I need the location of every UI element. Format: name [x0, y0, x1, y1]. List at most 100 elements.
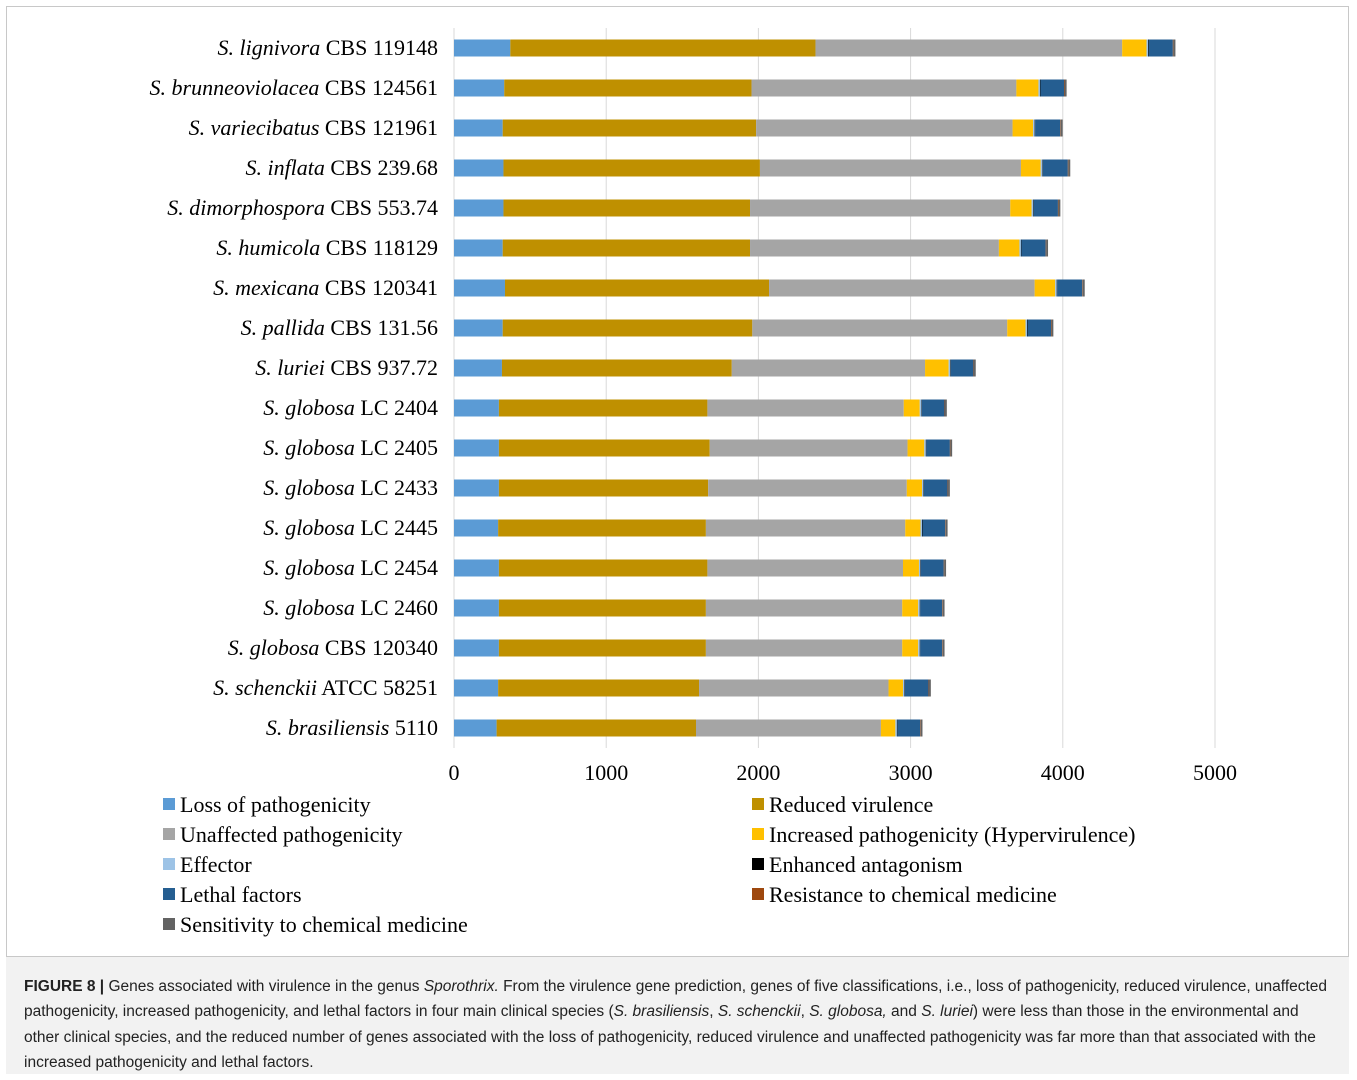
bar-segment	[1012, 119, 1034, 137]
caption-text: and	[886, 1003, 922, 1021]
bar-segment	[1046, 239, 1049, 257]
caption-background	[6, 956, 1349, 1074]
bar-segment	[1010, 199, 1032, 217]
bar-segment	[1016, 79, 1039, 97]
category-label: S. globosa LC 2404	[263, 395, 438, 420]
bar-segment	[454, 359, 502, 377]
bar-segment	[1057, 199, 1059, 217]
bar-segment	[454, 719, 497, 737]
bar-segment	[498, 679, 700, 697]
bar-segment	[922, 519, 946, 537]
category-label: S. pallida CBS 131.56	[241, 315, 438, 340]
legend-swatch	[752, 888, 764, 900]
bar-segment	[1060, 119, 1063, 137]
category-label: S. schenckii ATCC 58251	[213, 675, 438, 700]
caption-text: S. schenckii	[717, 1003, 801, 1021]
bar-segment	[919, 599, 921, 617]
bar-segment	[1172, 39, 1174, 57]
figure-frame	[6, 6, 1349, 1074]
bar-segment	[1039, 79, 1041, 97]
bar-segment	[904, 679, 906, 697]
bar-segment	[1034, 279, 1056, 297]
bar-segment	[498, 559, 708, 577]
bar-segment	[503, 199, 751, 217]
bar-segment	[1068, 159, 1071, 177]
caption-text: ) were less than those in the environmen…	[24, 1003, 1316, 1072]
bar-segment	[1038, 79, 1040, 97]
bar-segment	[1064, 79, 1065, 97]
legend-swatch	[163, 858, 175, 870]
bar-segment	[496, 719, 696, 737]
bar-segment	[454, 559, 499, 577]
bar-segment	[502, 319, 753, 337]
bar-segment	[942, 599, 943, 617]
legend-swatch	[752, 858, 764, 870]
bar-segment	[504, 279, 770, 297]
bar-segment	[1058, 199, 1061, 217]
x-tick-labels: 0 1000 2000 3000 4000 5000	[449, 760, 1238, 785]
bar-segment	[1021, 239, 1046, 257]
bar-segment	[498, 439, 710, 457]
bar-segment	[897, 719, 921, 737]
legend-swatch	[163, 798, 175, 810]
bar-segment	[498, 519, 706, 537]
bar-segment	[1051, 319, 1052, 337]
bar-segment	[998, 239, 1020, 257]
legend-label: Resistance to chemical medicine	[769, 882, 1057, 907]
bar-segment	[923, 479, 948, 497]
bar-segment	[949, 439, 951, 457]
category-labels: S. lignivora CBS 119148 S. brunneoviolace…	[150, 35, 438, 740]
bar-segment	[1020, 239, 1022, 257]
bar-segment	[1064, 79, 1067, 97]
bar-segment	[454, 159, 504, 177]
bar-segment	[1051, 319, 1054, 337]
bar-segment	[1033, 199, 1058, 217]
legend-swatch	[752, 828, 764, 840]
bar-segment	[454, 519, 499, 537]
bar-segment	[918, 639, 920, 657]
legend-label: Unaffected pathogenicity	[180, 822, 403, 847]
bar-segment	[454, 39, 511, 57]
bar-segment	[924, 439, 926, 457]
bar-segment	[918, 559, 921, 577]
bar-segment	[950, 359, 974, 377]
bar-segment	[1146, 39, 1149, 57]
bar-segment	[920, 639, 943, 657]
bar-segment	[498, 639, 706, 657]
caption-text: S. globosa,	[809, 1003, 887, 1021]
bar-segment	[1045, 239, 1047, 257]
bar-segment	[907, 439, 925, 457]
x-tick-label: 5000	[1193, 760, 1237, 785]
caption-text: S. brasiliensis	[613, 1003, 710, 1021]
bar-segment	[707, 399, 904, 417]
bar-segment	[759, 159, 1021, 177]
category-label: S. humicola CBS 118129	[216, 235, 438, 260]
bar-segment	[920, 559, 921, 577]
bar-segment	[1031, 199, 1034, 217]
bar-segment	[919, 399, 922, 417]
bar-segment	[925, 359, 949, 377]
bar-segment	[944, 399, 946, 417]
bar-segment	[769, 279, 1035, 297]
legend: Loss of pathogenicity Reduced virulence Un…	[163, 792, 1136, 937]
x-tick-label: 3000	[889, 760, 933, 785]
bar-segment	[919, 639, 921, 657]
caption-label: FIGURE 8 |	[24, 978, 105, 995]
bar-segment	[705, 519, 906, 537]
bar-segment	[498, 599, 706, 617]
bar-segment	[922, 519, 923, 537]
bar-segment	[498, 399, 708, 417]
category-label: S. inflata CBS 239.68	[245, 155, 438, 180]
bar-segment	[750, 239, 999, 257]
bar-segment	[973, 359, 974, 377]
legend-label: Increased pathogenicity (Hypervirulence)	[769, 822, 1136, 847]
bar-segment	[945, 519, 948, 537]
bar-segment	[921, 399, 922, 417]
bar-segment	[1027, 319, 1028, 337]
bar-segment	[707, 559, 903, 577]
bar-segment	[902, 679, 905, 697]
bar-segment	[750, 199, 1011, 217]
bar-segment	[1122, 39, 1147, 57]
bar-segment	[944, 399, 947, 417]
bar-segment	[923, 479, 925, 497]
